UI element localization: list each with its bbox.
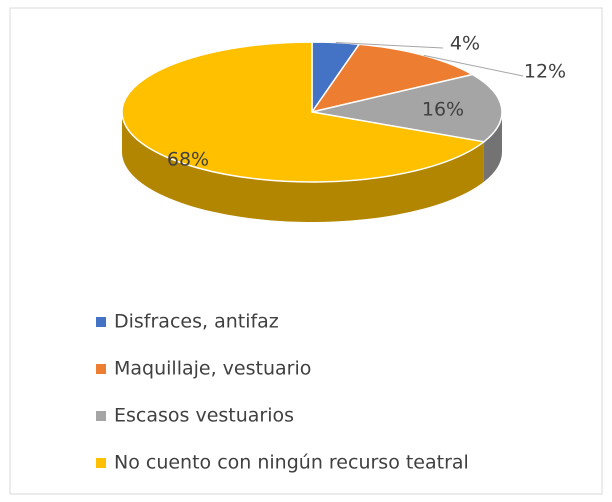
- legend-swatch: [96, 458, 106, 468]
- legend-label: No cuento con ningún recurso teatral: [114, 452, 469, 474]
- data-label: 4%: [450, 33, 480, 55]
- leader-line: [423, 54, 524, 77]
- legend-swatch: [96, 411, 106, 421]
- leader-line: [335, 42, 444, 49]
- slice-side: [122, 112, 484, 223]
- data-label: 16%: [422, 99, 464, 121]
- legend-label: Disfraces, antifaz: [114, 311, 279, 333]
- legend-label: Maquillaje, vestuario: [114, 358, 311, 380]
- data-label: 12%: [524, 61, 566, 83]
- slice: [310, 43, 475, 114]
- data-label: 68%: [167, 149, 209, 171]
- legend-swatch: [96, 317, 106, 327]
- slice-side: [483, 112, 502, 182]
- legend-swatch: [96, 364, 106, 374]
- legend-label: Escasos vestuarios: [114, 405, 294, 427]
- slice: [121, 41, 486, 183]
- slice: [311, 73, 503, 143]
